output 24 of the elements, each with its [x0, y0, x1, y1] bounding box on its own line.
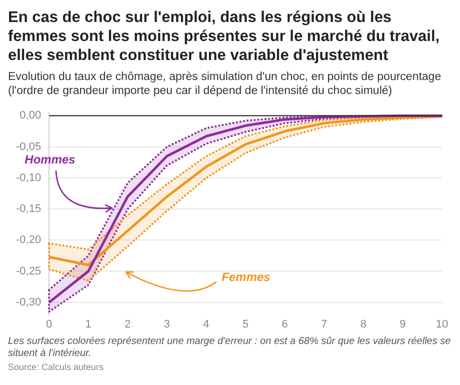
y-tick-label: 0,00	[20, 110, 42, 122]
text: Hommes	[24, 152, 76, 167]
x-tick-label: 0	[46, 318, 52, 330]
text: Les surfaces colorées représentent une marge d'erreur : on est a 68% sûr que les valeurs réelles se situent à l'intérieur.	[8, 336, 452, 360]
chart-subtitle: Evolution du taux de chômage, après simulation d'un choc, en points de pourcentage (l'ordre de grandeur importe peu car il dépend de l'intensité du choc simulé)	[8, 70, 442, 98]
y-tick-label: -0,25	[16, 265, 42, 278]
y-tick-label: -0,05	[16, 140, 42, 153]
source-note: Source: Calculs auteurs	[8, 362, 105, 372]
y-tick-label: -0,20	[16, 234, 42, 246]
x-tick-label: 2	[124, 318, 131, 330]
x-tick-label: 10	[436, 318, 448, 330]
x-tick-label: 1	[85, 318, 92, 330]
chart-title: En cas de choc sur l'emploi, dans les régions où les femmes sont les moins présentes sur le marché du travail, elles semblent constituer une variable d'ajustement	[8, 8, 441, 65]
y-tick-label: -0,10	[16, 172, 42, 184]
x-tick-label: 5	[242, 318, 249, 330]
x-tick-label: 4	[203, 318, 210, 330]
text: Femmes	[222, 270, 271, 284]
y-tick-label: -0,15	[16, 203, 42, 216]
x-tick-label: 3	[164, 318, 170, 330]
x-tick-label: 8	[360, 318, 366, 330]
x-tick-label: 7	[321, 318, 328, 330]
y-tick-label: -0,30	[16, 296, 42, 308]
x-tick-label: 6	[282, 318, 288, 330]
x-tick-label: 9	[400, 318, 406, 330]
